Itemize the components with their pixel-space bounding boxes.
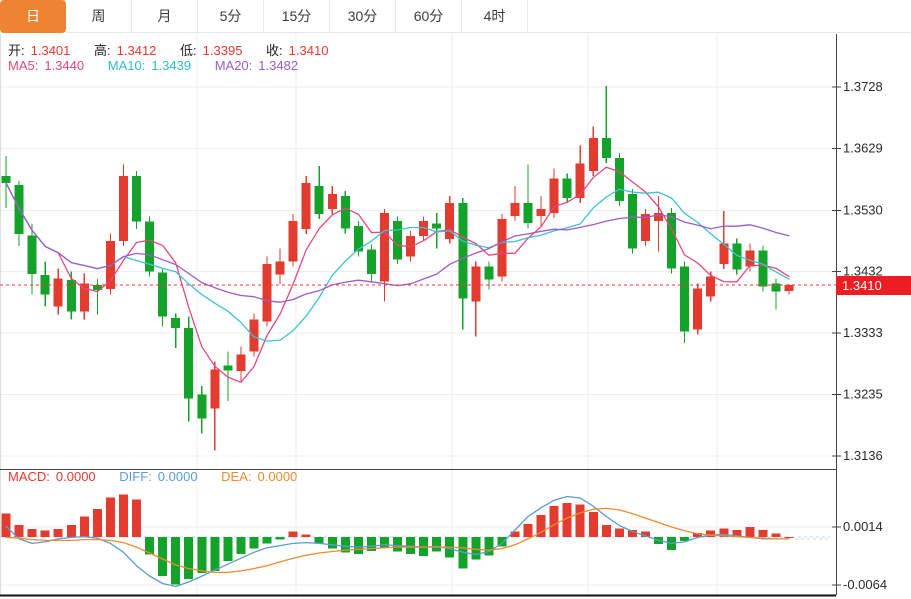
macd-legend: MACD: 0.0000 DIFF: 0.0000 DEA: 0.0000 [8,469,303,484]
macd-label: MACD: [8,469,50,484]
svg-text:-0.0064: -0.0064 [843,577,887,592]
svg-text:1.3629: 1.3629 [843,141,883,156]
open-value: 1.3401 [30,43,71,58]
tab-5min[interactable]: 5分 [198,0,264,33]
tab-month[interactable]: 月 [132,0,198,33]
close-label: 收: [266,43,283,58]
tab-day[interactable]: 日 [0,0,66,33]
macd-lines [5,495,828,588]
tab-4hour[interactable]: 4时 [462,0,528,33]
panel-borders [0,34,838,597]
high-value: 1.3412 [116,43,157,58]
close-value: 1.3410 [288,43,329,58]
low-label: 低: [180,43,197,58]
ohlc-legend: 开: 1.3401 高: 1.3412 低: 1.3395 收: 1.3410 [8,40,334,59]
period-tabbar: 日 周 月 5分 15分 30分 60分 4时 [0,0,528,33]
svg-text:1.3432: 1.3432 [843,264,883,279]
svg-text:1.3530: 1.3530 [843,202,883,217]
ma10-value: 1.3439 [151,58,192,73]
candles [1,85,794,451]
dea-value: 0.0000 [257,469,298,484]
ma10-label: MA10: [107,58,146,73]
low-value: 1.3395 [202,43,243,58]
macd-value: 0.0000 [55,469,96,484]
svg-text:1.3333: 1.3333 [843,325,883,340]
svg-text:1.3728: 1.3728 [843,79,883,94]
ma-legend: MA5: 1.3440 MA10: 1.3439 MA20: 1.3482 [8,58,304,73]
high-label: 高: [94,43,111,58]
tab-30min[interactable]: 30分 [330,0,396,33]
ma5-label: MA5: [8,58,39,73]
svg-text:0.0014: 0.0014 [843,519,883,534]
svg-text:1.3136: 1.3136 [843,448,883,463]
dea-label: DEA: [221,469,252,484]
ma5-value: 1.3440 [44,58,85,73]
diff-label: DIFF: [119,469,152,484]
macd-histogram [1,494,794,585]
tab-15min[interactable]: 15分 [264,0,330,33]
ma20-value: 1.3482 [258,58,299,73]
open-label: 开: [8,43,25,58]
tab-60min[interactable]: 60分 [396,0,462,33]
current-price-badge: 1.3410 [836,276,911,295]
price-axis-labels: 1.3728 1.3629 1.3530 1.3432 1.3333 1.3235 1.31… [832,79,883,463]
svg-text:1.3235: 1.3235 [843,386,883,401]
diff-value: 0.0000 [157,469,198,484]
tabbar-filler [528,0,911,33]
macd-axis-labels: 0.0014 -0.0064 [832,519,887,592]
tab-week[interactable]: 周 [66,0,132,33]
ma20-label: MA20: [214,58,253,73]
